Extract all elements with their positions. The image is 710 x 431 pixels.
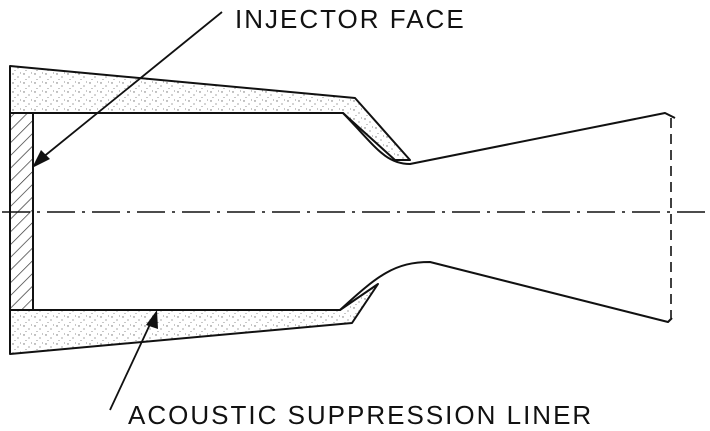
injector-leader-arrowhead xyxy=(32,150,50,168)
acoustic-liner-label: ACOUSTIC SUPPRESSION LINER xyxy=(128,400,594,430)
injector-leader-line xyxy=(41,11,223,159)
lower-inner-wall xyxy=(33,261,673,323)
upper-inner-wall xyxy=(33,112,676,165)
liner-leader-arrowhead xyxy=(146,310,158,329)
injector-face-label: INJECTOR FACE xyxy=(235,4,466,34)
liner-leader-line xyxy=(109,319,153,411)
lower-liner xyxy=(9,283,379,355)
